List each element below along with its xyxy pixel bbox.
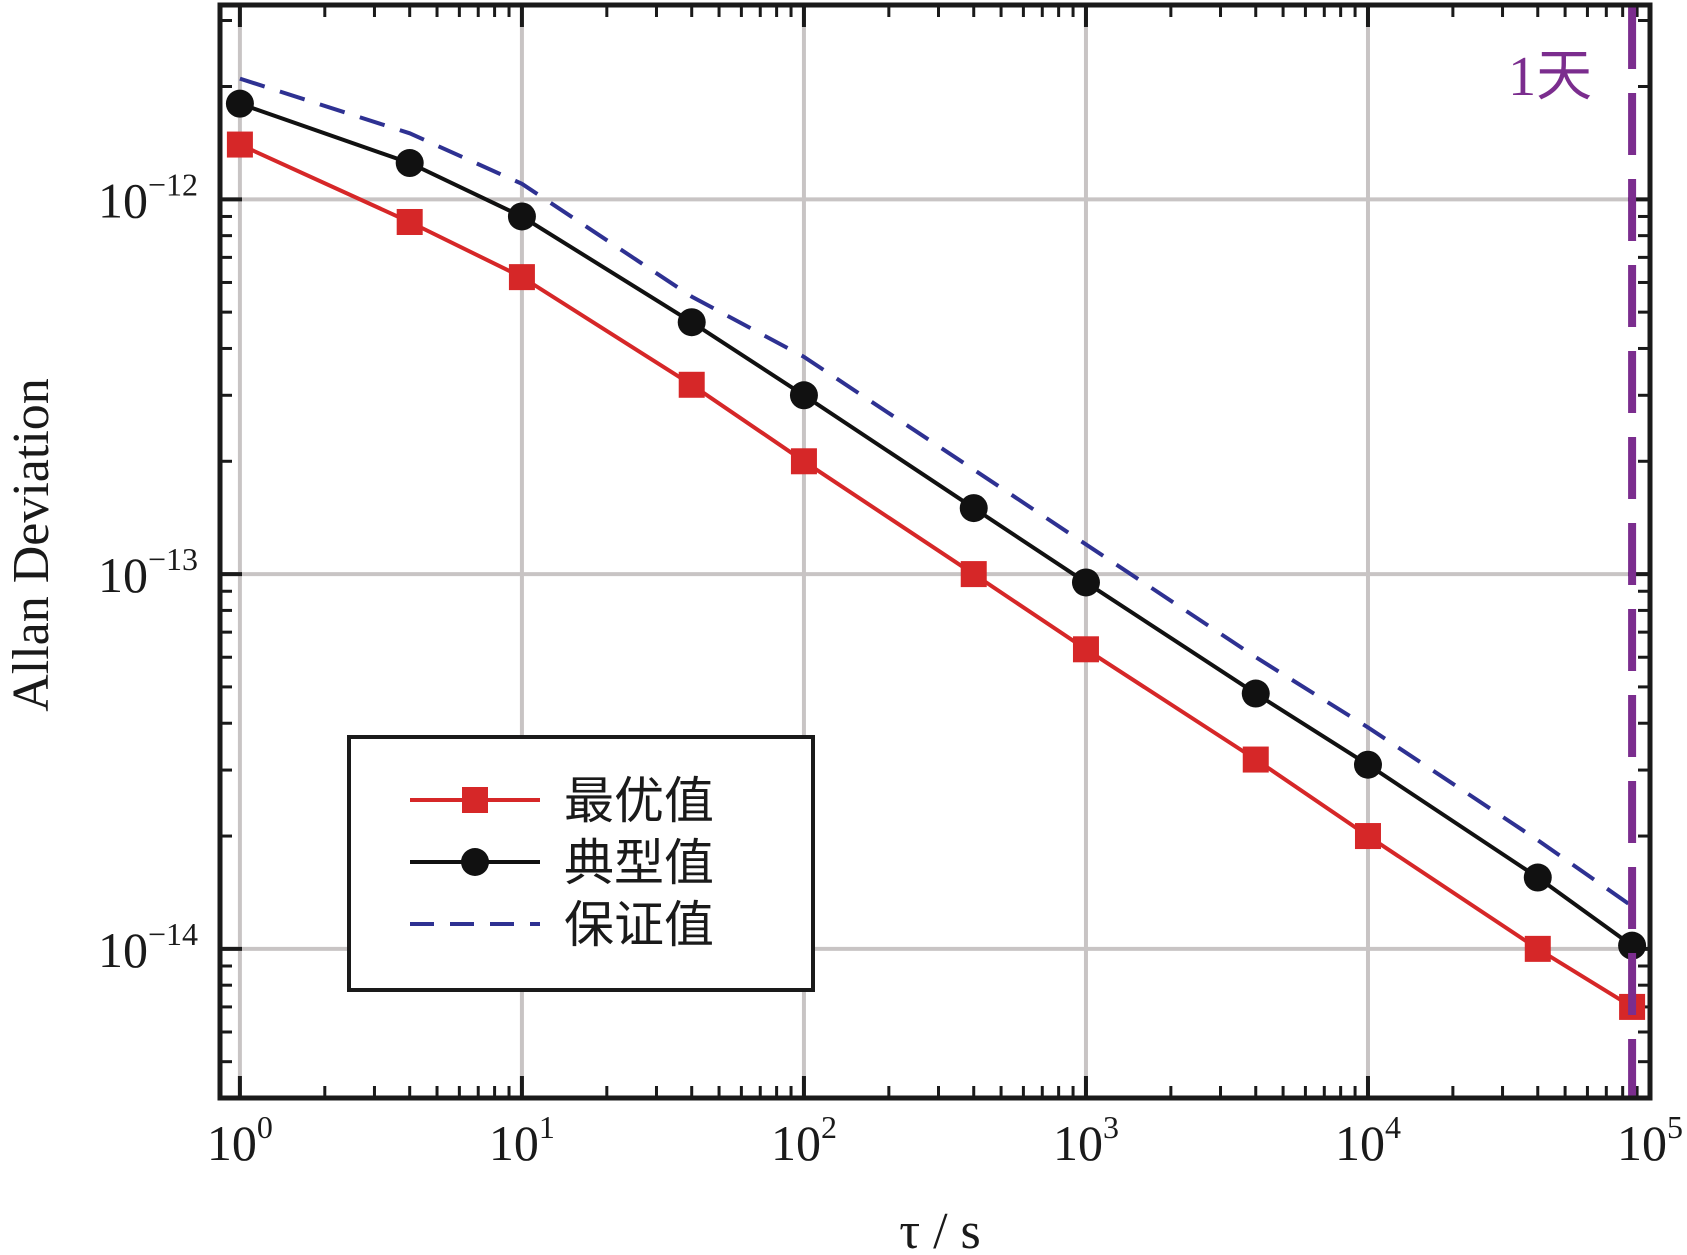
legend-item-2: 典型值 — [410, 834, 714, 892]
data-point-square — [396, 208, 423, 235]
legend-item-3: 保证值 — [410, 896, 714, 954]
legend-marker — [462, 787, 488, 813]
data-point-circle — [507, 202, 536, 231]
data-point-circle — [1241, 679, 1270, 708]
y-tick-label: 10−13 — [98, 541, 198, 603]
data-point-circle — [959, 494, 988, 523]
y-tick-label: 10−12 — [98, 166, 198, 228]
x-tick-label: 103 — [1053, 1109, 1119, 1171]
data-point-circle — [1523, 863, 1552, 892]
legend-label: 最优值 — [564, 772, 714, 830]
data-point-circle — [789, 381, 818, 410]
x-tick-label: 101 — [489, 1109, 555, 1171]
data-point-circle — [225, 89, 254, 118]
tick-labels: 100 101 102 103 104 105 10−12 10−13 10−14 — [98, 166, 1683, 1171]
series-line — [239, 76, 1634, 908]
one-day-label: 1天 — [1508, 46, 1592, 108]
legend-label: 典型值 — [564, 834, 714, 892]
x-axis-title: τ / s — [899, 1203, 981, 1255]
data-point-square — [1524, 935, 1551, 962]
data-point-circle — [1071, 568, 1100, 597]
y-axis-title: Allan Deviation — [3, 378, 60, 712]
data-point-circle — [1353, 750, 1382, 779]
x-tick-label: 104 — [1335, 1109, 1401, 1171]
data-point-square — [508, 264, 535, 291]
data-point-square — [960, 561, 987, 588]
data-point-square — [1242, 746, 1269, 773]
legend-label: 保证值 — [564, 896, 714, 954]
data-point-square — [1072, 636, 1099, 663]
series-2 — [225, 89, 1647, 960]
legend-marker — [461, 848, 489, 876]
data-point-square — [226, 131, 253, 158]
plot-frame — [217, 2, 1653, 1101]
series-3 — [239, 76, 1634, 908]
series-layer — [225, 76, 1647, 1020]
y-tick-label: 10−14 — [98, 916, 198, 978]
legend-item-1: 最优值 — [410, 772, 714, 830]
data-point-square — [1354, 823, 1381, 850]
data-point-circle — [677, 308, 706, 337]
one-day-marker: 1天 — [1508, 7, 1637, 1096]
data-point-square — [790, 448, 817, 475]
data-point-square — [678, 371, 705, 398]
x-tick-label: 102 — [771, 1109, 837, 1171]
data-point-circle — [1618, 931, 1647, 960]
data-point-circle — [395, 149, 424, 178]
x-tick-label: 105 — [1617, 1109, 1683, 1171]
x-tick-label: 100 — [207, 1109, 273, 1171]
